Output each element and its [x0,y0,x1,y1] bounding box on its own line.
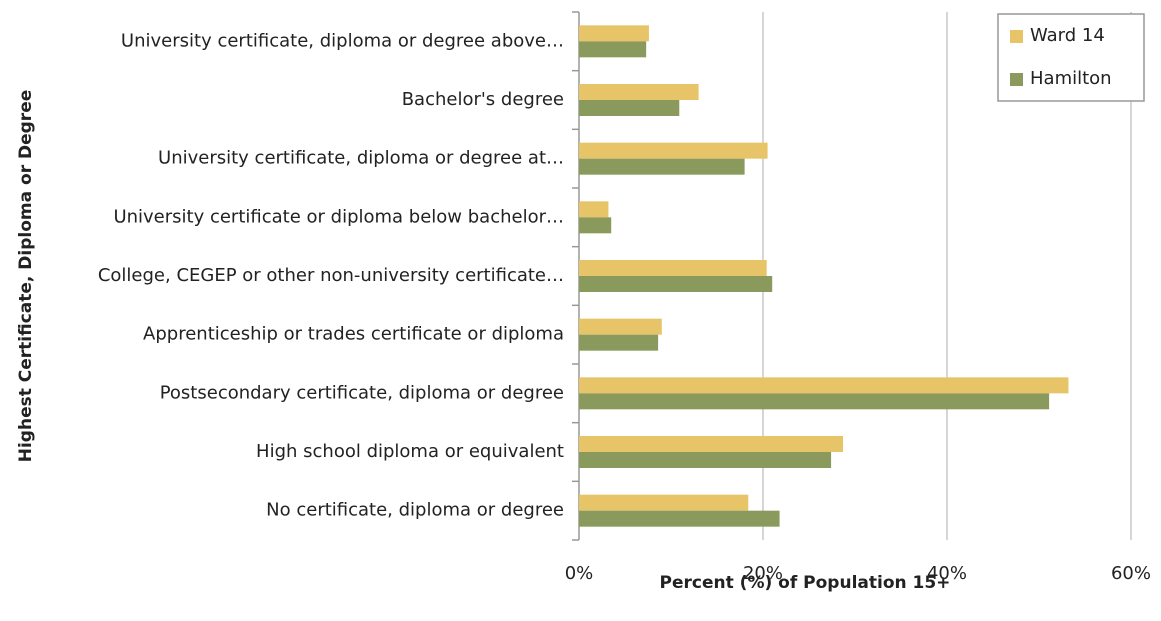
bar [579,452,832,468]
y-tick-label: Postsecondary certificate, diploma or de… [160,382,564,403]
bar [579,377,1069,394]
bar [579,100,680,116]
legend-swatch [1010,73,1023,86]
y-tick-label: College, CEGEP or other non-university c… [98,265,564,286]
bar [579,260,767,276]
legend-label: Ward 14 [1030,25,1105,46]
x-tick-label: 40% [927,563,967,584]
x-tick-label: 20% [743,563,783,584]
bar [579,158,745,175]
bar [579,276,773,292]
bar [579,510,780,527]
bar [579,142,768,159]
y-tick-label: University certificate or diploma below … [113,206,564,227]
x-tick-label: 60% [1111,563,1151,584]
bar [579,84,699,100]
bar [579,334,659,351]
bar [579,41,647,58]
y-axis-label: Highest Certificate, Diploma or Degree [16,90,36,463]
legend-swatch [1010,30,1023,43]
y-tick-label: Apprenticeship or trades certificate or … [143,324,564,345]
bar [579,217,612,234]
y-tick-label: High school diploma or equivalent [256,441,564,462]
bar [579,201,609,218]
bar [579,393,1050,410]
bar [579,436,844,452]
y-tick-label: Bachelor's degree [402,89,564,110]
bar [579,494,749,511]
legend-box [997,13,1145,102]
bar [579,25,649,42]
y-tick-label: University certificate, diploma or degre… [121,30,564,51]
y-tick-label: University certificate, diploma or degre… [158,148,564,169]
x-axis-label: Percent (%) of Population 15+ [660,573,951,593]
legend-label: Hamilton [1030,68,1112,89]
x-tick-label: 0% [565,563,594,584]
bar [579,318,662,335]
y-tick-label: No certificate, diploma or degree [266,500,564,521]
